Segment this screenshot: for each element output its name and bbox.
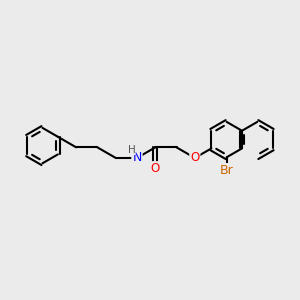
Text: O: O	[151, 162, 160, 175]
Text: O: O	[190, 152, 200, 164]
Text: H: H	[128, 145, 136, 155]
Text: N: N	[132, 152, 142, 164]
Text: Br: Br	[220, 164, 234, 177]
